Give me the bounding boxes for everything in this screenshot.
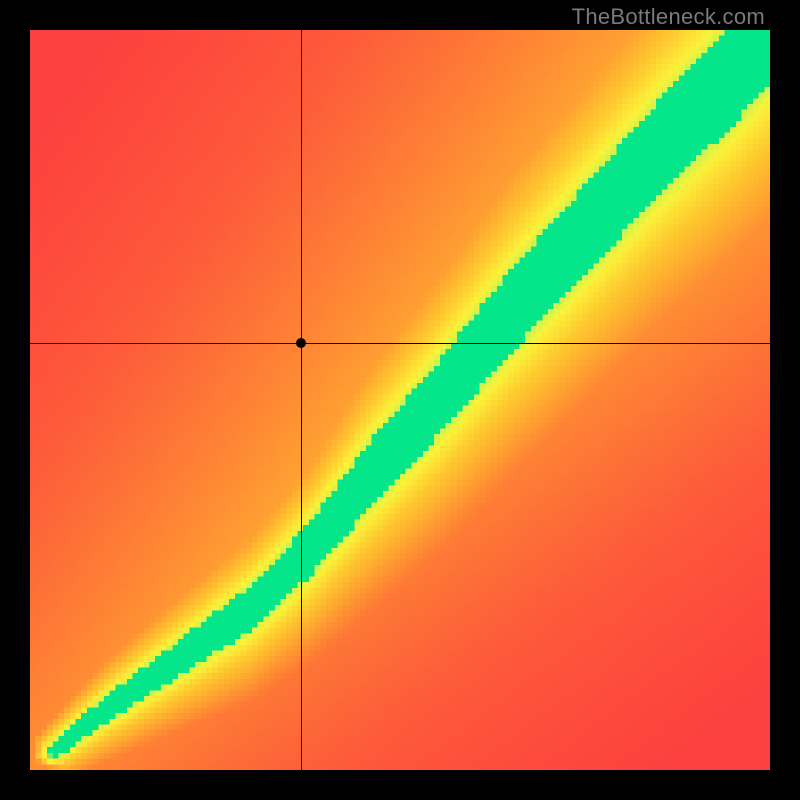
crosshair-vertical <box>301 30 302 770</box>
marker-point <box>296 338 306 348</box>
watermark-text: TheBottleneck.com <box>572 4 765 30</box>
crosshair-horizontal <box>30 343 770 344</box>
heatmap-canvas <box>30 30 770 770</box>
heatmap-plot <box>30 30 770 770</box>
